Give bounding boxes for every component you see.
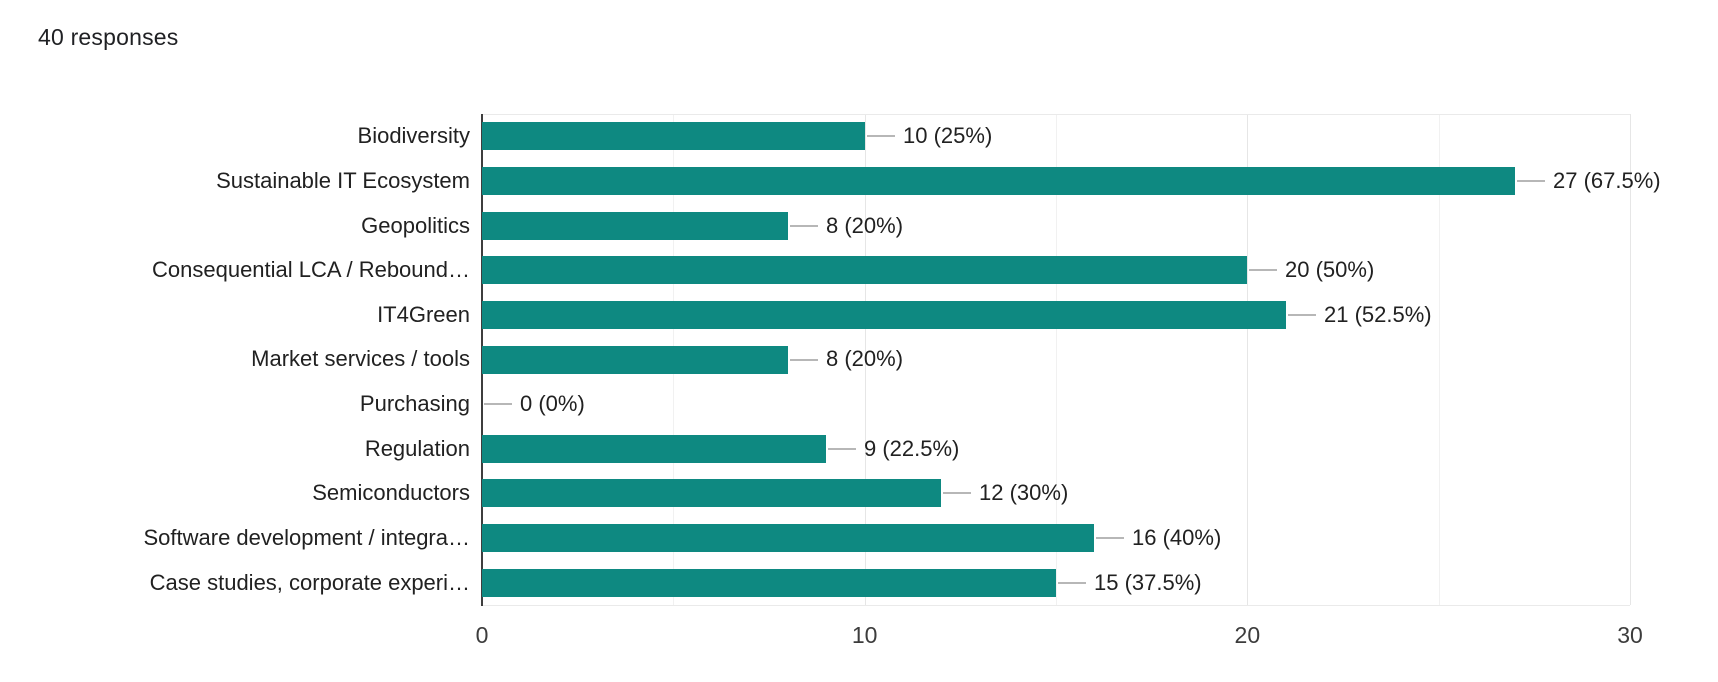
leader-line xyxy=(867,135,895,138)
leader-line xyxy=(1058,581,1086,584)
category-label: Geopolitics xyxy=(361,212,470,238)
leader-line xyxy=(1288,313,1316,316)
bar-value-label: 16 (40%) xyxy=(1132,525,1222,551)
x-tick-label: 20 xyxy=(1234,622,1261,648)
bar-value-label: 8 (20%) xyxy=(826,346,904,372)
bar[interactable] xyxy=(482,300,1286,329)
bar[interactable] xyxy=(482,122,865,151)
leader-line xyxy=(790,224,818,227)
bar-value-label: 10 (25%) xyxy=(903,123,993,149)
bar-value-label: 0 (0%) xyxy=(520,391,585,417)
leader-line xyxy=(790,358,818,361)
plot-border-bottom xyxy=(482,605,1630,606)
category-label: Software development / integra… xyxy=(143,525,470,551)
x-tick-label: 10 xyxy=(851,622,878,648)
bar-value-label: 8 (20%) xyxy=(826,212,904,238)
bar-value-label: 15 (37.5%) xyxy=(1094,569,1202,595)
leader-line xyxy=(484,403,512,406)
leader-line xyxy=(1249,269,1277,272)
bar[interactable] xyxy=(482,256,1247,285)
bar-value-label: 9 (22.5%) xyxy=(864,435,960,461)
gridline-major xyxy=(1630,114,1631,605)
bar[interactable] xyxy=(482,345,788,374)
bar-value-label: 21 (52.5%) xyxy=(1324,301,1432,327)
leader-line xyxy=(828,447,856,450)
bar-value-label: 20 (50%) xyxy=(1285,257,1375,283)
gridline-major xyxy=(864,114,866,605)
responses-count: 40 responses xyxy=(38,24,179,50)
gridline-minor xyxy=(1438,114,1440,605)
category-label: Market services / tools xyxy=(251,346,470,372)
bar[interactable] xyxy=(482,524,1094,553)
bar[interactable] xyxy=(482,568,1056,597)
gridline-major xyxy=(1247,114,1249,605)
category-label: Sustainable IT Ecosystem xyxy=(216,167,470,193)
category-label: Purchasing xyxy=(359,391,470,417)
leader-line xyxy=(943,492,971,495)
bar[interactable] xyxy=(482,479,941,508)
bar[interactable] xyxy=(482,166,1515,195)
category-label: Regulation xyxy=(364,435,470,461)
bar[interactable] xyxy=(482,211,788,240)
category-label: Semiconductors xyxy=(312,480,470,506)
category-label: Consequential LCA / Rebound… xyxy=(152,257,470,283)
plot-border-top xyxy=(482,114,1630,115)
bar-value-label: 12 (30%) xyxy=(979,480,1069,506)
x-tick-label: 30 xyxy=(1617,622,1643,648)
category-label: IT4Green xyxy=(377,301,470,327)
category-label: Case studies, corporate experi… xyxy=(149,569,470,595)
category-label: Biodiversity xyxy=(357,123,470,149)
bar[interactable] xyxy=(482,434,826,463)
bar-value-label: 27 (67.5%) xyxy=(1553,167,1661,193)
leader-line xyxy=(1517,179,1545,182)
leader-line xyxy=(1096,537,1124,540)
x-tick-label: 0 xyxy=(475,622,489,648)
gridline-minor xyxy=(1056,114,1057,605)
